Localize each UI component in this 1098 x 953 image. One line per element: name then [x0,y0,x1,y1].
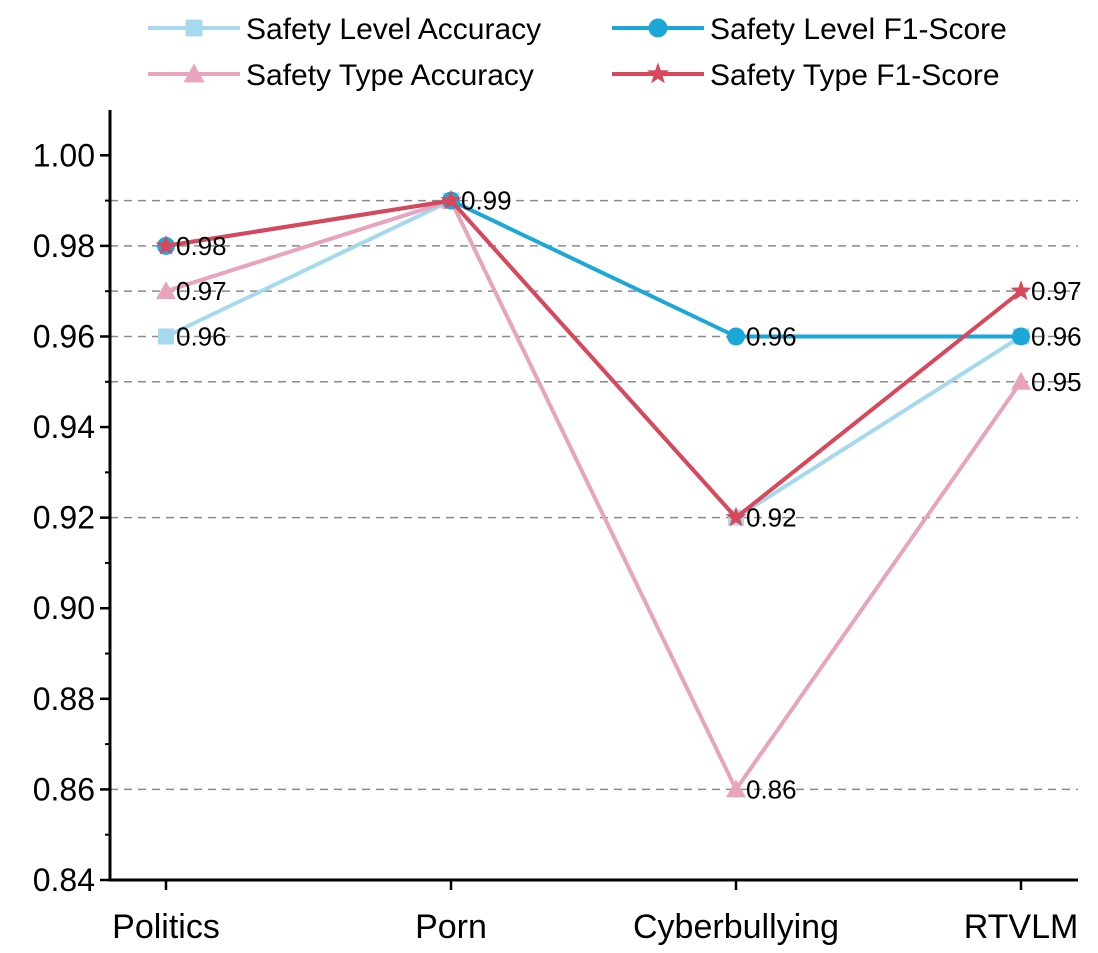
star-marker [725,506,747,527]
x-ticks: Politics Porn Cyberbullying RTVLM [112,880,1078,946]
star-marker [155,234,177,255]
data-label: 0.96 [176,321,227,351]
legend-label: Safety Level F1-Score [710,13,1007,46]
circle-marker [727,327,745,346]
series-line [165,198,1023,792]
y-tick-label: 0.94 [33,409,95,445]
data-label: 0.99 [461,186,512,216]
legend-label: Safety Type Accuracy [246,59,534,92]
y-tick-label: 0.96 [33,318,95,354]
series-safety-type-f1-score [155,189,1032,527]
legend-item-safety-type-f1-score: Safety Type F1-Score [612,59,1000,92]
y-tick-label: 0.86 [33,771,95,807]
y-tick-label: 0.98 [33,228,95,264]
series-safety-type-accuracy [156,190,1031,798]
legend-label: Safety Level Accuracy [246,13,541,46]
data-label: 0.96 [746,321,797,351]
y-tick-label: 0.90 [33,590,95,626]
legend-item-safety-level-accuracy: Safety Level Accuracy [148,13,541,46]
gridlines [110,199,1078,791]
y-ticks: 0.84 0.86 0.88 0.90 0.92 0.94 0.96 0.98 1.00 [33,137,110,898]
legend: Safety Level Accuracy Safety Level F1-Sco… [148,13,1007,92]
star-marker [440,189,462,210]
x-tick-label: Politics [112,908,220,946]
series-line [165,198,1023,520]
circle-marker [1012,327,1030,346]
x-tick-label: Cyberbullying [633,908,839,946]
triangle-marker [156,281,176,300]
data-label: 0.96 [1031,321,1082,351]
data-label: 0.97 [1031,276,1082,306]
series-group [155,189,1032,798]
square-marker [158,328,174,345]
square-marker [185,19,203,37]
legend-item-safety-level-f1-score: Safety Level F1-Score [612,13,1007,46]
y-tick-label: 0.92 [33,500,95,536]
triangle-marker [726,779,746,798]
data-label: 0.86 [746,774,797,804]
x-tick-label: RTVLM [964,908,1079,946]
data-label: 0.92 [746,503,797,533]
data-label: 0.97 [176,276,227,306]
y-tick-label: 1.00 [33,137,95,173]
series-safety-level-f1-score [157,191,1030,346]
axes [108,110,1078,882]
star-marker [647,62,669,84]
star-marker [1010,280,1032,301]
triangle-marker [1011,371,1031,390]
legend-item-safety-type-accuracy: Safety Type Accuracy [148,59,534,92]
data-label: 0.98 [176,231,227,261]
legend-label: Safety Type F1-Score [710,59,1000,92]
x-tick-label: Porn [415,908,487,946]
y-tick-label: 0.88 [33,681,95,717]
triangle-marker [183,63,205,83]
circle-marker [648,18,668,38]
data-labels: 0.98 0.97 0.96 0.99 0.96 0.92 0.86 0.97 0.96 0.95 [176,186,1082,805]
data-label: 0.95 [1031,367,1082,397]
y-tick-label: 0.84 [33,862,95,898]
series-line [165,198,1021,339]
